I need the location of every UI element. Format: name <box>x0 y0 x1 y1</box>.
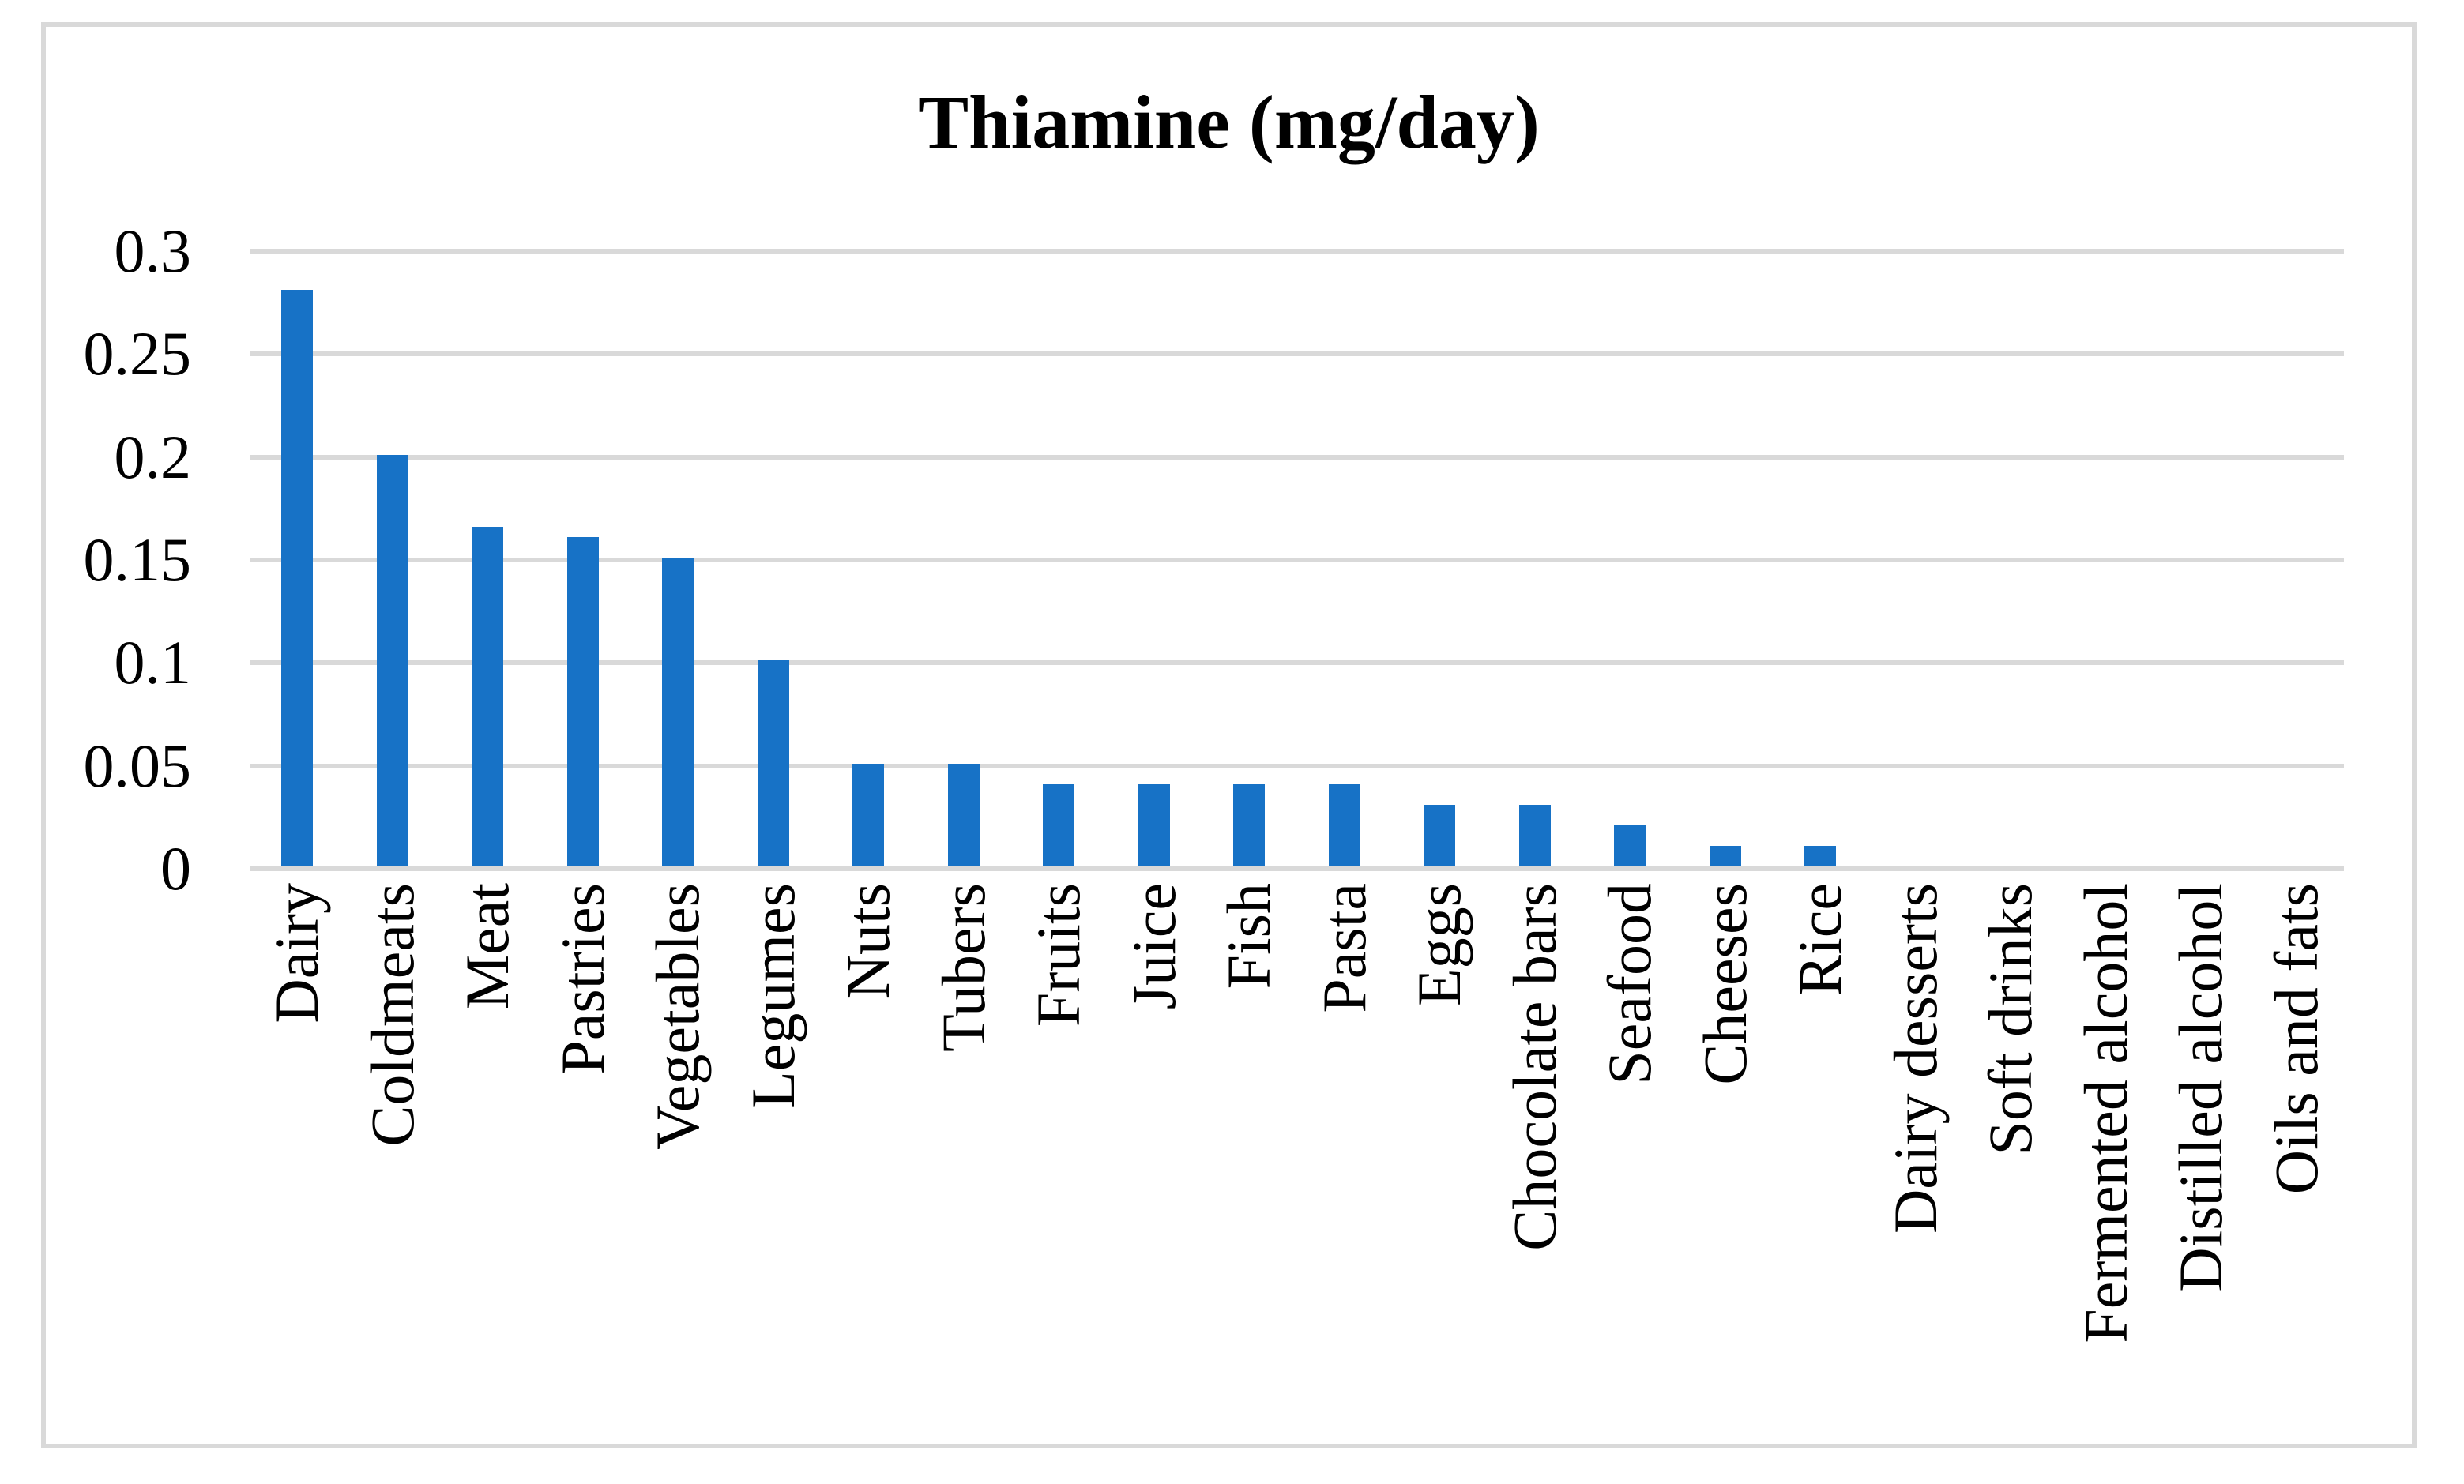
x-tick-label-fermented-alcohol: Fermented alcohol <box>2071 883 2140 1343</box>
chart-frame <box>41 22 2417 1448</box>
bar-chocolate-bars <box>1518 804 1551 866</box>
x-tick-label-soft-drinks: Soft drinks <box>1976 883 2045 1155</box>
x-tick-label-fish: Fish <box>1214 883 1284 990</box>
y-tick-label-0.25: 0.25 <box>83 319 192 389</box>
gridline-y-0.15 <box>250 558 2344 562</box>
bar-meat <box>472 526 504 866</box>
y-tick-label-0.1: 0.1 <box>114 628 192 697</box>
x-tick-label-meat: Meat <box>453 883 522 1010</box>
x-tick-label-cheeses: Cheeses <box>1690 883 1759 1085</box>
x-tick-label-seafood: Seafood <box>1595 883 1665 1085</box>
bar-tubers <box>947 763 980 866</box>
x-tick-label-dairy-desserts: Dairy desserts <box>1880 883 1950 1234</box>
x-tick-label-pastries: Pastries <box>547 883 617 1075</box>
x-tick-label-fruits: Fruits <box>1024 883 1093 1028</box>
x-tick-label-juice: Juice <box>1119 883 1188 1010</box>
x-tick-label-distilled-alcohol: Distilled alcohol <box>2166 883 2236 1292</box>
x-tick-label-rice: Rice <box>1785 883 1855 996</box>
x-tick-label-legumes: Legumes <box>738 883 807 1109</box>
bar-nuts <box>852 763 885 866</box>
x-tick-label-oils-and-fats: Oils and fats <box>2261 883 2330 1195</box>
x-tick-label-coldmeats: Coldmeats <box>357 883 427 1147</box>
x-tick-label-pasta: Pasta <box>1309 883 1379 1013</box>
bar-pasta <box>1328 783 1360 866</box>
bar-vegetables <box>662 558 694 866</box>
y-tick-label-0.3: 0.3 <box>114 216 192 285</box>
bar-cheeses <box>1709 845 1741 866</box>
bar-eggs <box>1424 804 1456 866</box>
bar-pastries <box>566 536 599 866</box>
gridline-y-0.05 <box>250 763 2344 768</box>
bar-fruits <box>1043 783 1075 866</box>
bar-seafood <box>1614 825 1646 866</box>
gridline-y-0.25 <box>250 351 2344 357</box>
bar-rice <box>1804 845 1837 866</box>
bar-dairy <box>281 290 314 866</box>
gridline-y-0 <box>250 866 2344 871</box>
x-tick-label-tubers: Tubers <box>928 883 998 1052</box>
chart-title: Thiamine (mg/day) <box>918 80 1540 164</box>
x-tick-label-chocolate-bars: Chocolate bars <box>1499 883 1569 1251</box>
bar-legumes <box>757 660 789 866</box>
y-tick-label-0.05: 0.05 <box>83 731 192 800</box>
bar-juice <box>1138 783 1170 866</box>
y-tick-label-0: 0 <box>160 834 191 903</box>
x-tick-label-nuts: Nuts <box>833 883 903 1000</box>
bar-coldmeats <box>376 454 408 866</box>
bar-fish <box>1233 783 1266 866</box>
gridline-y-0.1 <box>250 660 2344 666</box>
x-tick-label-dairy: Dairy <box>262 883 332 1024</box>
x-tick-label-eggs: Eggs <box>1405 883 1474 1006</box>
y-tick-label-0.2: 0.2 <box>114 422 192 491</box>
x-tick-label-vegetables: Vegetables <box>643 883 713 1150</box>
plot-area <box>250 249 2344 871</box>
gridline-y-0.3 <box>250 249 2344 254</box>
gridline-y-0.2 <box>250 454 2344 460</box>
y-tick-label-0.15: 0.15 <box>83 525 192 594</box>
